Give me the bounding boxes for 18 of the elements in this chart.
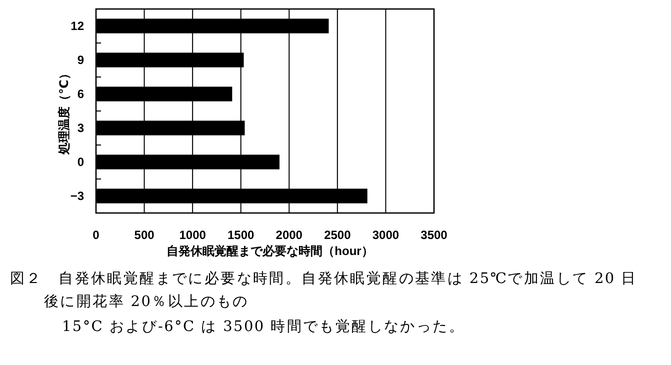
x-tick-label: 2000: [276, 228, 303, 242]
x-axis-title: 自発休眠覚醒まで必要な時間（hour）: [166, 244, 374, 258]
caption: 図２ 自発休眠覚醒までに必要な時間。自発休眠覚醒の基準は 25℃で加温して 20 日後に開花率 20％以上のもの: [10, 270, 638, 312]
x-tick-label: 3000: [372, 228, 400, 242]
y-tick-label: 9: [77, 53, 84, 67]
y-tick-label: 12: [70, 19, 84, 33]
x-tick-label: 500: [134, 228, 155, 242]
y-axis-title: 処理温度（℃）: [57, 68, 71, 156]
y-tick-label: 0: [77, 155, 84, 169]
y-tick-label: −3: [70, 189, 84, 203]
text: 15°C および-6°C は 3500 時間でも覚醒しなかった。: [62, 318, 466, 337]
x-tick-label: 3500: [420, 228, 448, 242]
x-tick-label: 2500: [324, 228, 352, 242]
x-tick-label: 1000: [179, 228, 206, 242]
y-tick-label: 3: [77, 121, 84, 135]
x-tick-label: 0: [92, 228, 100, 242]
y-tick-label: 6: [77, 87, 84, 101]
x-tick-label: 1500: [228, 228, 255, 242]
